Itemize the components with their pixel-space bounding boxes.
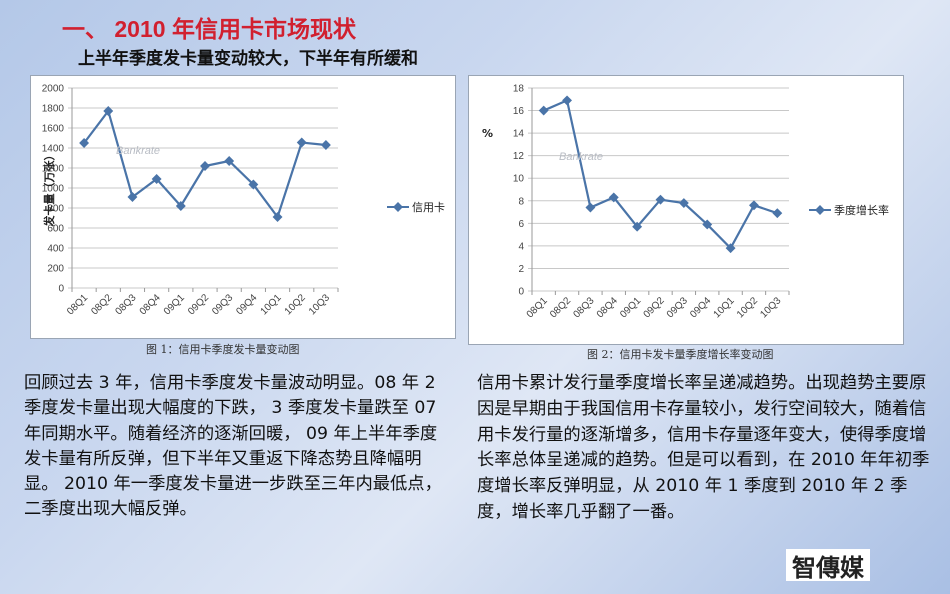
x-tick-label: 08Q1 bbox=[65, 292, 90, 317]
logo-text: 智傳媒 bbox=[792, 552, 864, 582]
y-tick-label: 12 bbox=[513, 151, 525, 162]
data-point-marker bbox=[200, 161, 210, 171]
y-tick-label: 16 bbox=[513, 106, 525, 117]
data-point-marker bbox=[562, 95, 572, 106]
chart-card-issuance: 0 200 400 600 800 1000 1200 1400 1600 1800 2000 08Q… bbox=[30, 75, 456, 339]
y-tick-label: 4 bbox=[518, 241, 524, 252]
data-point-marker bbox=[79, 138, 90, 148]
y-tick-label: 10 bbox=[513, 174, 525, 185]
y-tick-label: 0 bbox=[518, 287, 524, 298]
watermark: Bankrate bbox=[116, 145, 160, 157]
data-point-marker bbox=[772, 208, 783, 219]
x-tick-label: 08Q4 bbox=[138, 292, 163, 317]
data-point-marker bbox=[585, 202, 596, 213]
x-tick-label: 08Q3 bbox=[113, 292, 138, 317]
y-tick-label: 1000 bbox=[42, 184, 65, 195]
legend-label: 季度增长率 bbox=[834, 203, 889, 217]
series-line bbox=[543, 98, 778, 250]
y-axis-label: % bbox=[482, 127, 493, 140]
x-tick-label: 09Q2 bbox=[642, 295, 667, 320]
chart-card-growth: 0 2 4 6 8 10 12 14 16 18 08Q1 08Q2 08Q3 08Q4 09Q1 09Q2 0… bbox=[468, 75, 904, 345]
data-point-marker bbox=[272, 212, 283, 222]
data-point-marker bbox=[320, 140, 331, 150]
figure-caption-2: 图 2：信用卡发卡量季度增长率变动图 bbox=[587, 348, 774, 361]
slide-subtitle: 上半年季度发卡量变动较大，下半年有所缓和 bbox=[78, 49, 418, 69]
x-tick-label: 10Q2 bbox=[735, 295, 760, 320]
x-tick-label: 08Q1 bbox=[525, 295, 550, 320]
data-point-marker bbox=[127, 192, 138, 202]
x-tick-label: 09Q3 bbox=[210, 292, 235, 317]
analysis-paragraph-right: 信用卡累计发行量季度增长率呈递减趋势。出现趋势主要原因是早期由于我国信用卡存量较… bbox=[477, 373, 930, 522]
y-tick-label: 2000 bbox=[42, 84, 65, 95]
x-tick-label: 10Q1 bbox=[712, 295, 737, 320]
y-axis-label: 发卡量（万张） bbox=[42, 150, 56, 228]
y-tick-label: 800 bbox=[47, 204, 64, 215]
brand-logo: 智傳媒 bbox=[786, 549, 870, 582]
x-tick-label: 09Q1 bbox=[162, 292, 187, 317]
y-tick-label: 400 bbox=[47, 244, 64, 255]
data-point-marker bbox=[749, 200, 759, 211]
slide-title: 一、 2010 年信用卡市场现状 bbox=[62, 16, 356, 42]
x-tick-label: 08Q2 bbox=[548, 295, 573, 320]
analysis-paragraph-left: 回顾过去 3 年，信用卡季度发卡量波动明显。08 年 2 季度发卡量出现大幅度的… bbox=[24, 373, 442, 520]
y-tick-label: 2 bbox=[518, 264, 524, 275]
y-tick-label: 1600 bbox=[42, 124, 65, 135]
data-point-marker bbox=[151, 174, 162, 184]
data-point-marker bbox=[248, 179, 259, 190]
figure-caption-1: 图 1：信用卡季度发卡量变动图 bbox=[146, 343, 300, 356]
y-tick-label: 6 bbox=[518, 219, 524, 230]
x-tick-label: 08Q3 bbox=[571, 295, 596, 320]
y-tick-label: 0 bbox=[58, 284, 64, 295]
data-point-marker bbox=[296, 137, 307, 148]
x-tick-label: 10Q3 bbox=[758, 295, 783, 320]
watermark: Bankrate bbox=[559, 151, 603, 163]
x-tick-label: 09Q2 bbox=[186, 292, 211, 317]
legend-marker-icon bbox=[393, 202, 403, 212]
data-point-marker bbox=[224, 156, 235, 166]
y-tick-label: 600 bbox=[47, 224, 64, 235]
y-tick-label: 14 bbox=[513, 129, 525, 140]
x-tick-label: 10Q3 bbox=[307, 292, 332, 317]
y-tick-label: 1200 bbox=[42, 164, 65, 175]
issuance-line-chart: 0 200 400 600 800 1000 1200 1400 1600 1800 2000 08Q… bbox=[42, 84, 445, 318]
legend-label: 信用卡 bbox=[412, 201, 445, 214]
y-tick-label: 8 bbox=[518, 196, 524, 207]
data-point-marker bbox=[725, 243, 736, 254]
data-point-marker bbox=[655, 194, 666, 205]
y-tick-label: 1400 bbox=[42, 144, 65, 155]
x-tick-label: 09Q3 bbox=[665, 295, 690, 320]
y-tick-label: 18 bbox=[513, 84, 525, 95]
x-tick-label: 08Q2 bbox=[89, 292, 114, 317]
legend-marker-icon bbox=[815, 205, 825, 215]
y-tick-label: 200 bbox=[47, 264, 64, 275]
growth-rate-line-chart: 02468101214161808Q108Q208Q308Q409Q109Q20… bbox=[482, 84, 889, 321]
data-point-marker bbox=[175, 201, 186, 211]
x-tick-label: 10Q2 bbox=[283, 292, 308, 317]
x-tick-label: 09Q4 bbox=[688, 295, 713, 320]
data-point-marker bbox=[538, 105, 549, 116]
x-tick-label: 10Q1 bbox=[259, 292, 284, 317]
y-tick-label: 1800 bbox=[42, 104, 65, 115]
x-tick-label: 08Q4 bbox=[595, 295, 620, 320]
x-tick-label: 09Q4 bbox=[234, 292, 259, 317]
x-tick-label: 09Q1 bbox=[618, 295, 643, 320]
